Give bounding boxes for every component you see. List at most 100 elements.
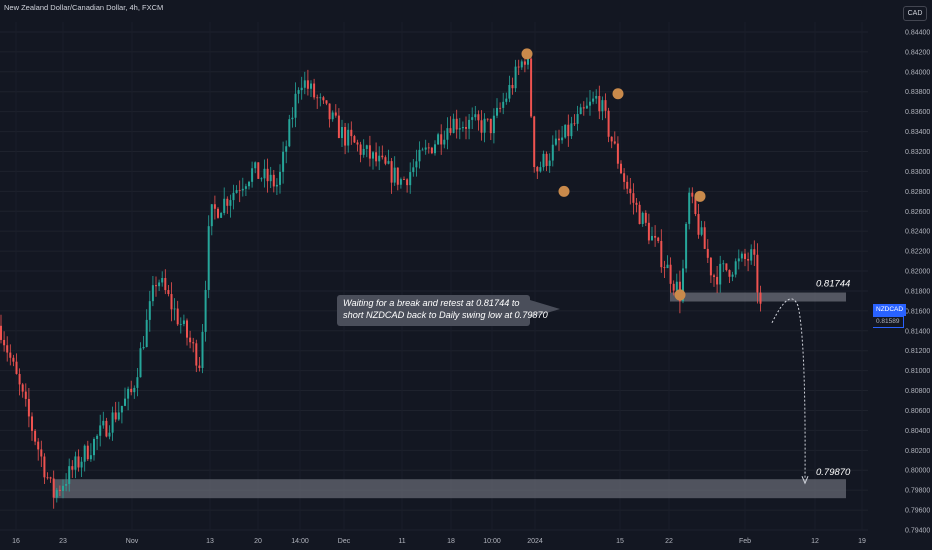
candle-body bbox=[697, 214, 700, 235]
candle-body bbox=[68, 466, 71, 484]
candle-body bbox=[399, 179, 402, 185]
candle-body bbox=[254, 162, 257, 169]
candle-body bbox=[275, 184, 278, 187]
candle-body bbox=[111, 412, 114, 433]
candle-body bbox=[375, 152, 378, 162]
x-tick-label: 22 bbox=[665, 538, 673, 545]
candle-body bbox=[316, 97, 319, 99]
candle-body bbox=[102, 420, 105, 426]
candle-body bbox=[362, 148, 365, 155]
candle-body bbox=[319, 97, 322, 99]
y-tick-label: 0.83600 bbox=[905, 109, 930, 116]
candle-body bbox=[722, 263, 725, 265]
y-tick-label: 0.83200 bbox=[905, 149, 930, 156]
candle-body bbox=[492, 115, 495, 134]
candle-body bbox=[74, 456, 77, 470]
candle-body bbox=[303, 80, 306, 88]
candle-body bbox=[368, 145, 371, 159]
candle-body bbox=[508, 84, 511, 99]
candle-body bbox=[660, 240, 663, 268]
candle-body bbox=[161, 277, 164, 283]
candle-body bbox=[3, 339, 6, 346]
candle-body bbox=[155, 285, 157, 287]
candle-body bbox=[533, 116, 536, 168]
candle-body bbox=[744, 253, 746, 260]
candle-body bbox=[96, 435, 99, 439]
candle-body bbox=[737, 258, 740, 262]
candle-body bbox=[195, 343, 198, 366]
x-tick-label: Dec bbox=[338, 538, 351, 545]
candle-body bbox=[403, 179, 405, 181]
candle-body bbox=[108, 432, 111, 437]
candle-body bbox=[279, 171, 281, 185]
candle-body bbox=[229, 200, 232, 206]
candle-body bbox=[734, 261, 737, 275]
candle-body bbox=[328, 103, 331, 120]
candle-body bbox=[207, 226, 210, 290]
candle-body bbox=[356, 142, 359, 145]
y-tick-label: 0.81400 bbox=[905, 328, 930, 335]
candle-body bbox=[251, 168, 254, 182]
candle-body bbox=[709, 257, 712, 276]
candle-body bbox=[223, 198, 226, 213]
y-tick-label: 0.79600 bbox=[905, 508, 930, 515]
candle-body bbox=[430, 147, 433, 154]
candle-body bbox=[601, 100, 604, 112]
candle-body bbox=[260, 178, 263, 180]
y-tick-label: 0.81800 bbox=[905, 288, 930, 295]
candle-body bbox=[40, 449, 43, 457]
candle-body bbox=[641, 212, 644, 225]
candle-body bbox=[334, 112, 337, 116]
candle-body bbox=[592, 98, 595, 102]
candle-body bbox=[716, 276, 719, 285]
candle-body bbox=[576, 114, 579, 124]
last-price-tag: NZDCAD0.81589 bbox=[873, 304, 932, 328]
y-tick-label: 0.82800 bbox=[905, 189, 930, 196]
price-tag-value: 0.81589 bbox=[873, 316, 904, 328]
candle-body bbox=[691, 192, 694, 197]
candle-body bbox=[520, 61, 523, 68]
candle-body bbox=[740, 253, 743, 259]
price-axis[interactable]: 0.84400 0.84200 0.84000 0.83800 0.83600 0.834… bbox=[905, 29, 930, 534]
candle-body bbox=[198, 365, 201, 368]
x-tick-label: 2024 bbox=[527, 538, 543, 545]
candle-body bbox=[527, 58, 529, 65]
candle-body bbox=[536, 167, 539, 172]
candle-body bbox=[446, 128, 449, 140]
currency-button[interactable]: CAD bbox=[903, 6, 927, 21]
candle-body bbox=[688, 192, 691, 224]
candle-body bbox=[89, 455, 92, 460]
candle-body bbox=[449, 128, 452, 133]
swing-marker bbox=[612, 88, 624, 100]
candle-body bbox=[747, 259, 750, 261]
candle-body bbox=[452, 118, 455, 133]
candle-body bbox=[409, 172, 412, 186]
candle-body bbox=[753, 249, 756, 255]
level-labels: 0.81744 0.79870 bbox=[816, 279, 851, 479]
y-tick-label: 0.83000 bbox=[905, 169, 930, 176]
candle-body bbox=[263, 168, 266, 179]
candle-body bbox=[545, 153, 548, 166]
candle-body bbox=[186, 320, 188, 338]
candle-body bbox=[313, 83, 316, 98]
candle-body bbox=[142, 347, 145, 349]
candle-body bbox=[471, 117, 474, 120]
candle-body bbox=[37, 441, 40, 450]
candle-body bbox=[71, 466, 74, 470]
candle-body bbox=[86, 445, 89, 460]
candle-body bbox=[378, 155, 381, 162]
price-tag-symbol: NZDCAD bbox=[873, 304, 907, 316]
candle-body bbox=[437, 134, 440, 145]
projection-path bbox=[771, 298, 806, 481]
candle-body bbox=[613, 141, 616, 144]
candle-body bbox=[589, 101, 591, 106]
time-axis[interactable]: 16 23 Nov 13 20 14:00 Dec 11 18 10:00 2024 15 22 Feb 1… bbox=[12, 538, 866, 545]
y-tick-label: 0.84400 bbox=[905, 29, 930, 36]
candle-body bbox=[294, 93, 297, 118]
chart-grid bbox=[0, 22, 868, 531]
level-zones bbox=[54, 292, 846, 499]
x-tick-label: 10:00 bbox=[483, 538, 501, 545]
swing-marker bbox=[694, 190, 706, 202]
candle-body bbox=[561, 137, 564, 141]
